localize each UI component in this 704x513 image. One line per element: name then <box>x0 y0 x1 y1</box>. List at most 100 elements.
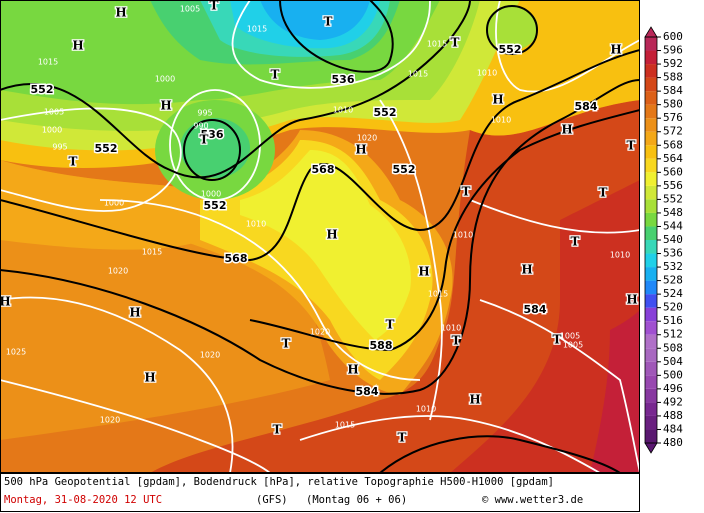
footer-model: (GFS) <box>256 494 288 506</box>
colorbar-tick-label: 516 <box>663 314 683 327</box>
colorbar: 4804844884924965005045085125165205245285… <box>644 26 683 454</box>
colorbar-tick-label: 552 <box>663 192 683 205</box>
colorbar-band <box>645 429 657 443</box>
colorbar-tick-label: 484 <box>663 422 683 435</box>
colorbar-tick-label: 592 <box>663 57 683 70</box>
low-marker: T <box>200 133 209 147</box>
pressure-label: 1010 <box>453 231 473 240</box>
colorbar-band <box>645 240 657 254</box>
pressure-label: 1000 <box>42 126 62 135</box>
colorbar-band <box>645 334 657 349</box>
high-marker: H <box>115 6 126 20</box>
colorbar-tick-label: 584 <box>663 84 683 97</box>
pressure-label: 1015 <box>335 421 355 430</box>
geopotential-label: 568 <box>225 252 248 265</box>
colorbar-band <box>645 91 657 105</box>
colorbar-tick-label: 544 <box>663 219 683 232</box>
colorbar-tick-label: 572 <box>663 125 683 138</box>
geopotential-label: 552 <box>95 142 118 155</box>
pressure-label: 1015 <box>408 70 428 79</box>
geopotential-label: 552 <box>499 43 522 56</box>
footer-box <box>0 473 640 512</box>
pressure-label: 1015 <box>38 58 58 67</box>
pressure-label: 1010 <box>416 405 436 414</box>
colorbar-band <box>645 212 657 227</box>
geopotential-label: 536 <box>332 73 355 86</box>
colorbar-tick-label: 500 <box>663 368 683 381</box>
colorbar-band <box>645 172 657 186</box>
low-marker: T <box>553 333 562 347</box>
colorbar-tick-label: 496 <box>663 382 683 395</box>
geopotential-label: 552 <box>374 106 397 119</box>
colorbar-tick-label: 488 <box>663 409 683 422</box>
pressure-label: 1010 <box>491 116 511 125</box>
colorbar-tip-bottom <box>644 442 658 454</box>
pressure-label: 1010 <box>477 69 497 78</box>
colorbar-band <box>645 402 657 416</box>
colorbar-tick-label: 528 <box>663 274 683 287</box>
low-marker: T <box>571 235 580 249</box>
colorbar-band <box>645 294 657 308</box>
pressure-label: 1010 <box>333 106 353 115</box>
colorbar-band <box>645 280 657 295</box>
colorbar-band <box>645 226 657 240</box>
high-marker: H <box>160 99 171 113</box>
pressure-label: 1015 <box>428 290 448 299</box>
high-marker: H <box>521 263 532 277</box>
colorbar-tick-label: 600 <box>663 30 683 43</box>
colorbar-tick-label: 504 <box>663 355 683 368</box>
pressure-label: 1000 <box>201 190 221 199</box>
colorbar-band <box>645 253 657 268</box>
low-marker: T <box>386 318 395 332</box>
geopotential-label: 568 <box>312 163 335 176</box>
colorbar-band <box>645 77 657 92</box>
colorbar-tick-label: 560 <box>663 165 683 178</box>
colorbar-tick-label: 480 <box>663 436 683 449</box>
colorbar-tick-label: 576 <box>663 111 683 124</box>
colorbar-tick-label: 580 <box>663 98 683 111</box>
pressure-label: 1000 <box>104 199 124 208</box>
low-marker: T <box>282 337 291 351</box>
high-marker: H <box>469 393 480 407</box>
low-marker: T <box>271 68 280 82</box>
low-marker: T <box>451 36 460 50</box>
colorbar-band <box>645 348 657 362</box>
colorbar-tick-label: 540 <box>663 233 683 246</box>
geopotential-label: 552 <box>31 83 54 96</box>
high-marker: H <box>72 39 83 53</box>
geopotential-label: 584 <box>524 303 547 316</box>
map-frame <box>0 0 640 473</box>
pressure-label: 1020 <box>357 134 377 143</box>
colorbar-band <box>645 321 657 335</box>
colorbar-tick-label: 512 <box>663 328 683 341</box>
colorbar-band <box>645 361 657 376</box>
pressure-label: 995 <box>52 143 67 152</box>
high-marker: H <box>561 123 572 137</box>
high-marker: H <box>626 293 637 307</box>
pressure-label: 1010 <box>441 324 461 333</box>
colorbar-band <box>645 199 657 213</box>
colorbar-tick-label: 492 <box>663 395 683 408</box>
footer-run: (Montag 06 + 06) <box>306 494 407 506</box>
colorbar-tick-label: 588 <box>663 71 683 84</box>
high-marker: H <box>610 43 621 57</box>
low-marker: T <box>452 334 461 348</box>
footer-date: Montag, 31-08-2020 12 UTC <box>4 494 162 506</box>
colorbar-tick-label: 532 <box>663 260 683 273</box>
high-marker: H <box>418 265 429 279</box>
geopotential-label: 552 <box>204 199 227 212</box>
colorbar-tick-label: 520 <box>663 301 683 314</box>
high-marker: H <box>0 295 11 309</box>
pressure-label: 1025 <box>6 348 26 357</box>
colorbar-band <box>645 64 657 78</box>
high-marker: H <box>129 306 140 320</box>
colorbar-band <box>645 104 657 119</box>
colorbar-tick-label: 548 <box>663 206 683 219</box>
pressure-label: 1020 <box>100 416 120 425</box>
low-marker: T <box>210 0 219 13</box>
pressure-label: 1000 <box>155 75 175 84</box>
pressure-label: 1020 <box>108 267 128 276</box>
colorbar-band <box>645 307 657 322</box>
colorbar-tick-label: 508 <box>663 341 683 354</box>
